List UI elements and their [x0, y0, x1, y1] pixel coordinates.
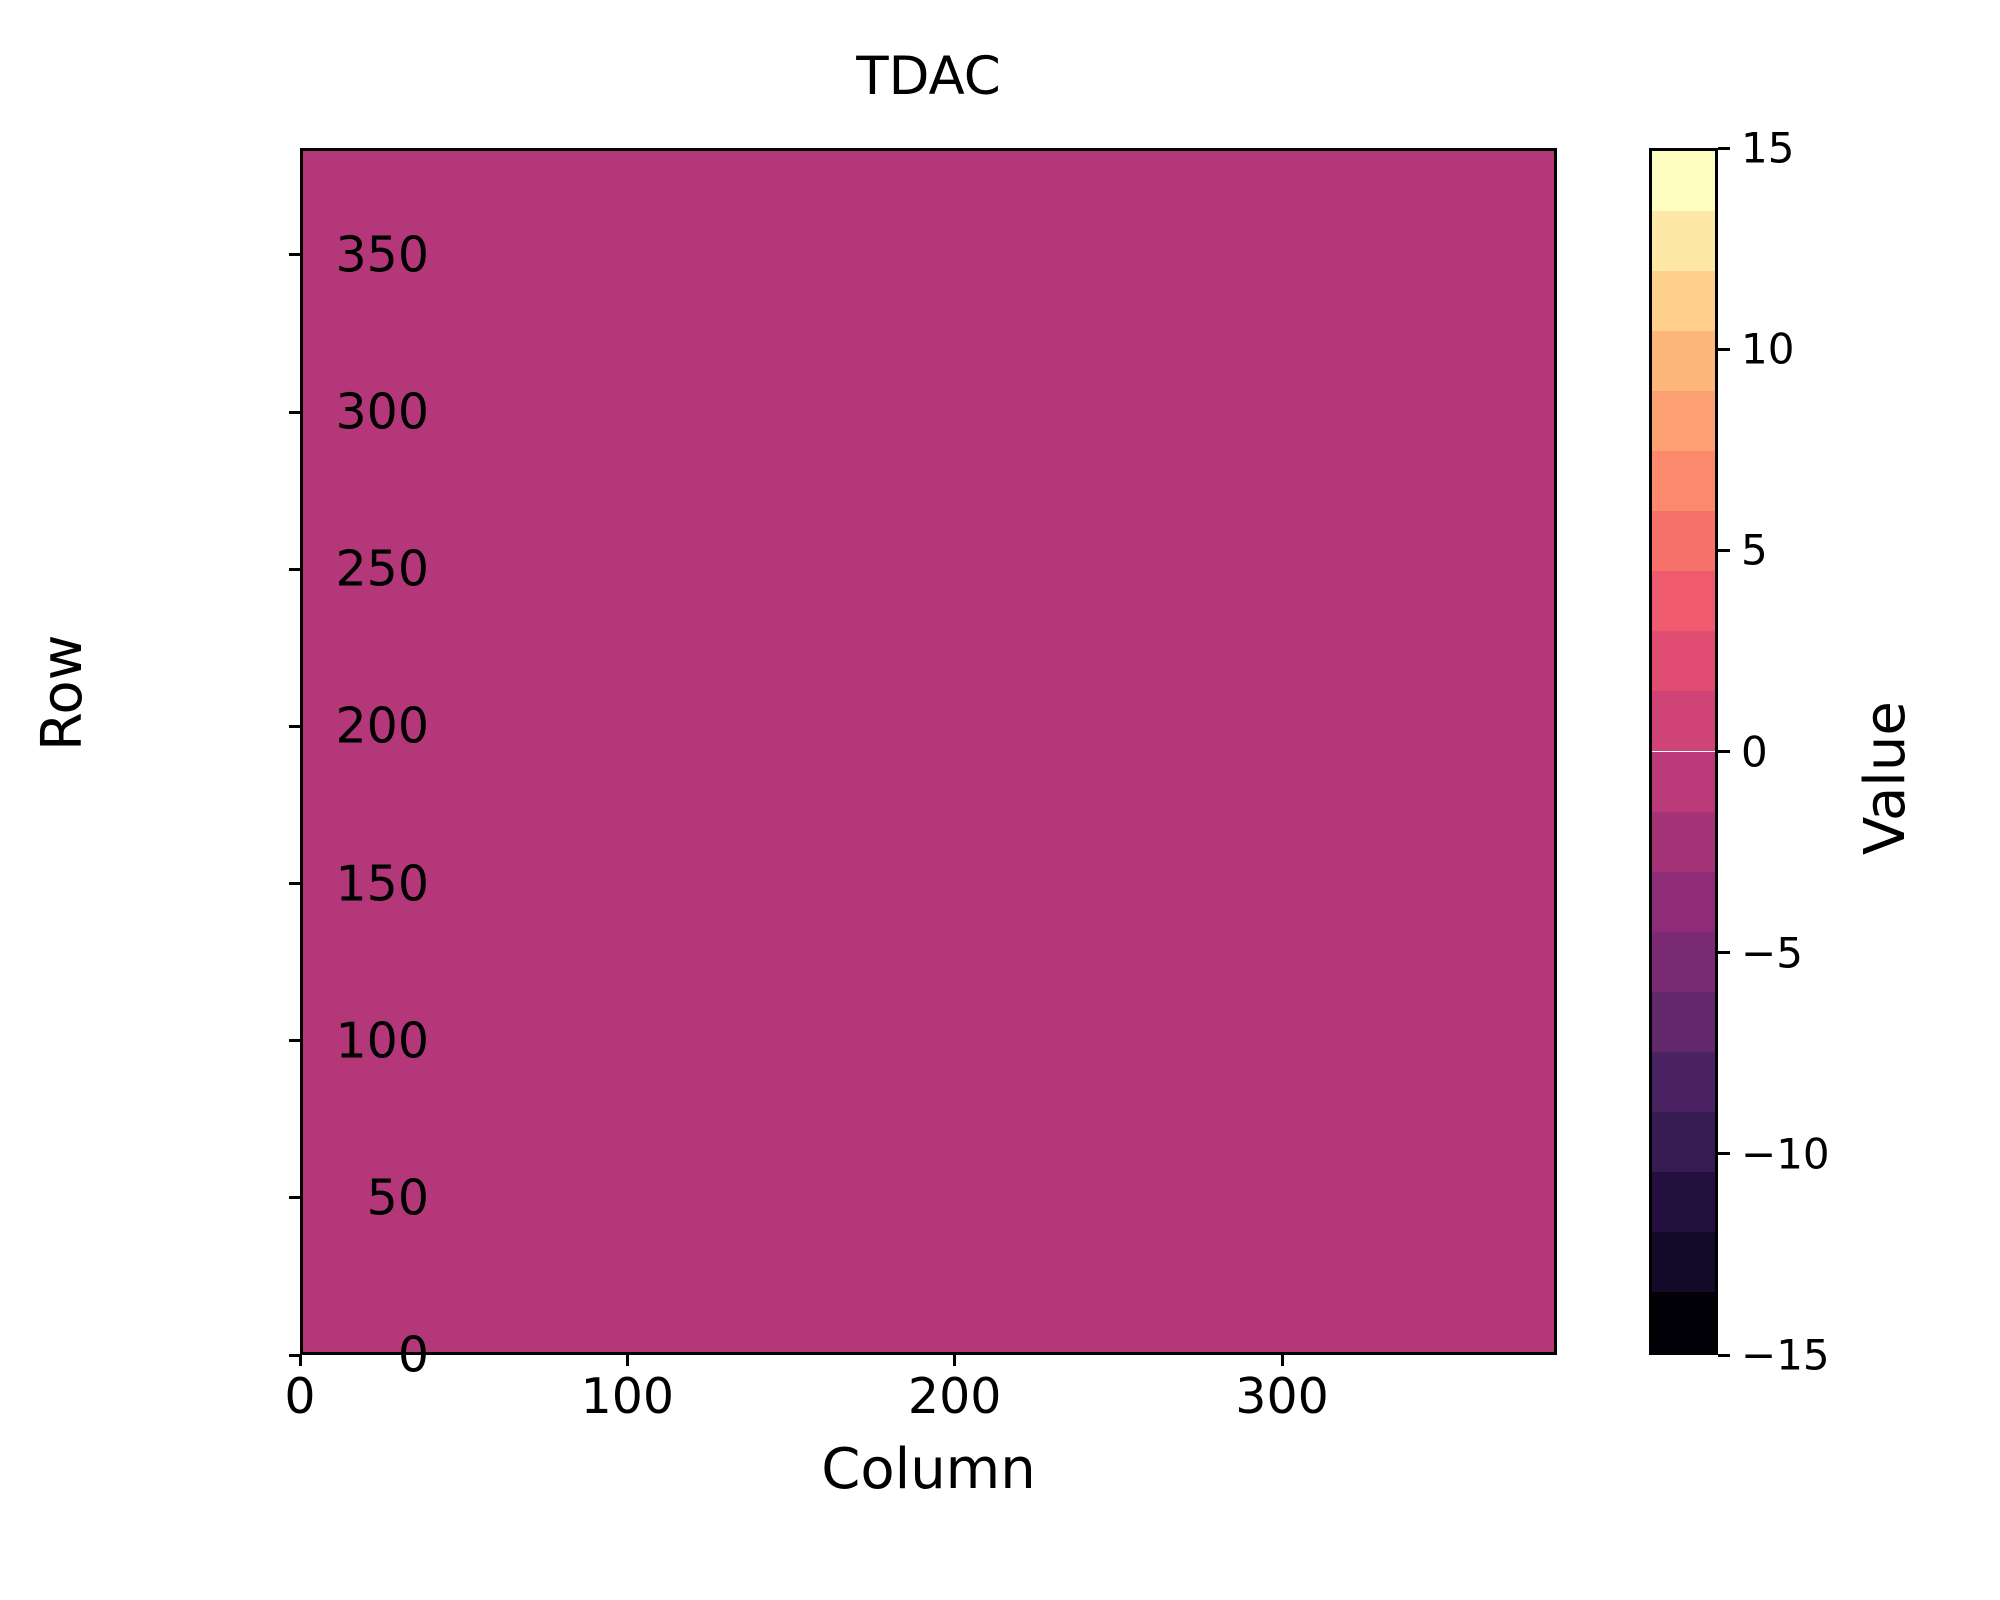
colorbar-band: [1652, 511, 1715, 572]
colorbar-band: [1652, 1111, 1715, 1172]
colorbar-band: [1652, 1231, 1715, 1292]
heatmap-image: [303, 151, 1554, 1352]
colorbar-tick-label: −15: [1741, 1330, 1830, 1380]
x-axis-tick-label: 0: [284, 1368, 316, 1425]
colorbar-tick-label: 10: [1741, 324, 1795, 374]
x-axis-tick-label: 300: [1235, 1368, 1329, 1425]
colorbar-band: [1652, 1171, 1715, 1232]
colorbar-band: [1652, 871, 1715, 932]
chart-title: TDAC: [856, 46, 1001, 107]
y-axis-tick-mark: [289, 882, 300, 886]
colorbar-tick-label: 15: [1741, 123, 1795, 173]
y-axis-tick-mark: [289, 410, 300, 414]
colorbar-band: [1652, 271, 1715, 332]
x-axis-label: Column: [821, 1437, 1036, 1502]
y-axis-tick-label: 50: [366, 1169, 429, 1227]
colorbar-tick-mark: [1718, 1353, 1730, 1357]
y-axis-tick-mark: [289, 1039, 300, 1043]
y-axis-tick-label: 350: [335, 226, 429, 284]
colorbar-band: [1652, 931, 1715, 992]
colorbar-band: [1652, 811, 1715, 872]
y-axis-tick-label: 100: [335, 1012, 429, 1070]
colorbar-band: [1652, 451, 1715, 512]
colorbar-band: [1652, 751, 1715, 812]
y-axis-label: Row: [30, 634, 95, 751]
y-axis-tick-label: 250: [335, 540, 429, 598]
colorbar-tick-label: −10: [1741, 1129, 1830, 1179]
y-axis-tick-label: 0: [397, 1326, 429, 1384]
x-axis-tick-mark: [953, 1355, 957, 1366]
colorbar-tick-label: 5: [1741, 525, 1768, 575]
colorbar-band: [1652, 571, 1715, 632]
colorbar-tick-label: 0: [1741, 727, 1768, 776]
y-axis-tick-label: 300: [335, 383, 429, 441]
colorbar-tick-label: −5: [1741, 928, 1803, 978]
colorbar-tick-mark: [1718, 347, 1730, 351]
y-axis-tick-mark: [289, 724, 300, 728]
colorbar-band: [1652, 1051, 1715, 1112]
y-axis-tick-label: 200: [335, 697, 429, 755]
y-axis-tick-mark: [289, 1353, 300, 1357]
colorbar-band: [1652, 991, 1715, 1052]
colorbar-tick-mark: [1718, 951, 1730, 955]
colorbar-label: Value: [1853, 701, 1918, 855]
colorbar-gradient: [1649, 148, 1718, 1355]
y-axis-tick-mark: [289, 567, 300, 571]
colorbar-band: [1652, 391, 1715, 452]
colorbar-band: [1652, 331, 1715, 392]
colorbar-tick-mark: [1718, 1152, 1730, 1156]
y-axis-tick-mark: [289, 1196, 300, 1200]
colorbar-band: [1652, 631, 1715, 692]
x-axis-tick-mark: [298, 1355, 302, 1366]
colorbar-band: [1652, 211, 1715, 272]
x-axis-tick-mark: [1280, 1355, 1284, 1366]
colorbar-band: [1652, 691, 1715, 752]
x-axis-tick-label: 200: [907, 1368, 1002, 1425]
x-axis-tick-label: 100: [580, 1368, 675, 1425]
colorbar-tick-mark: [1718, 146, 1730, 150]
colorbar-tick-mark: [1718, 548, 1730, 552]
heatmap-plot-area[interactable]: [300, 148, 1557, 1355]
colorbar[interactable]: [1649, 148, 1718, 1355]
colorbar-band: [1652, 1291, 1715, 1352]
y-axis-tick-label: 150: [335, 855, 429, 913]
colorbar-band: [1652, 151, 1715, 212]
x-axis-tick-mark: [625, 1355, 629, 1366]
colorbar-tick-mark: [1718, 750, 1730, 753]
y-axis-tick-mark: [289, 253, 300, 257]
